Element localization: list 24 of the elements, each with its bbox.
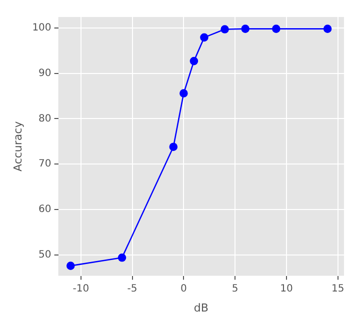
point [200, 33, 208, 42]
point [241, 24, 250, 33]
y-tick-label: 90 [38, 68, 52, 79]
y-tick-label: 60 [38, 204, 52, 216]
x-axis-title: dB [194, 301, 208, 314]
y-tick-label: 80 [38, 113, 52, 124]
x-tick-label: 0 [180, 283, 187, 294]
x-tick-label: -10 [72, 283, 90, 294]
y-tick-label: 50 [38, 250, 52, 261]
point [66, 262, 75, 270]
point [272, 24, 280, 33]
x-tick-label: 15 [331, 283, 344, 294]
x-tick-label: 10 [280, 283, 293, 294]
point [190, 56, 198, 66]
x-tick-label: 5 [232, 283, 238, 294]
y-tick-label: 100 [32, 22, 52, 34]
x-tick-label: -5 [127, 283, 138, 294]
y-tick-label: 70 [38, 158, 52, 170]
point [180, 89, 188, 98]
point [169, 142, 178, 152]
y-axis-title: Accuracy [11, 120, 24, 172]
point [118, 253, 126, 262]
point [220, 25, 229, 34]
point [323, 24, 332, 33]
